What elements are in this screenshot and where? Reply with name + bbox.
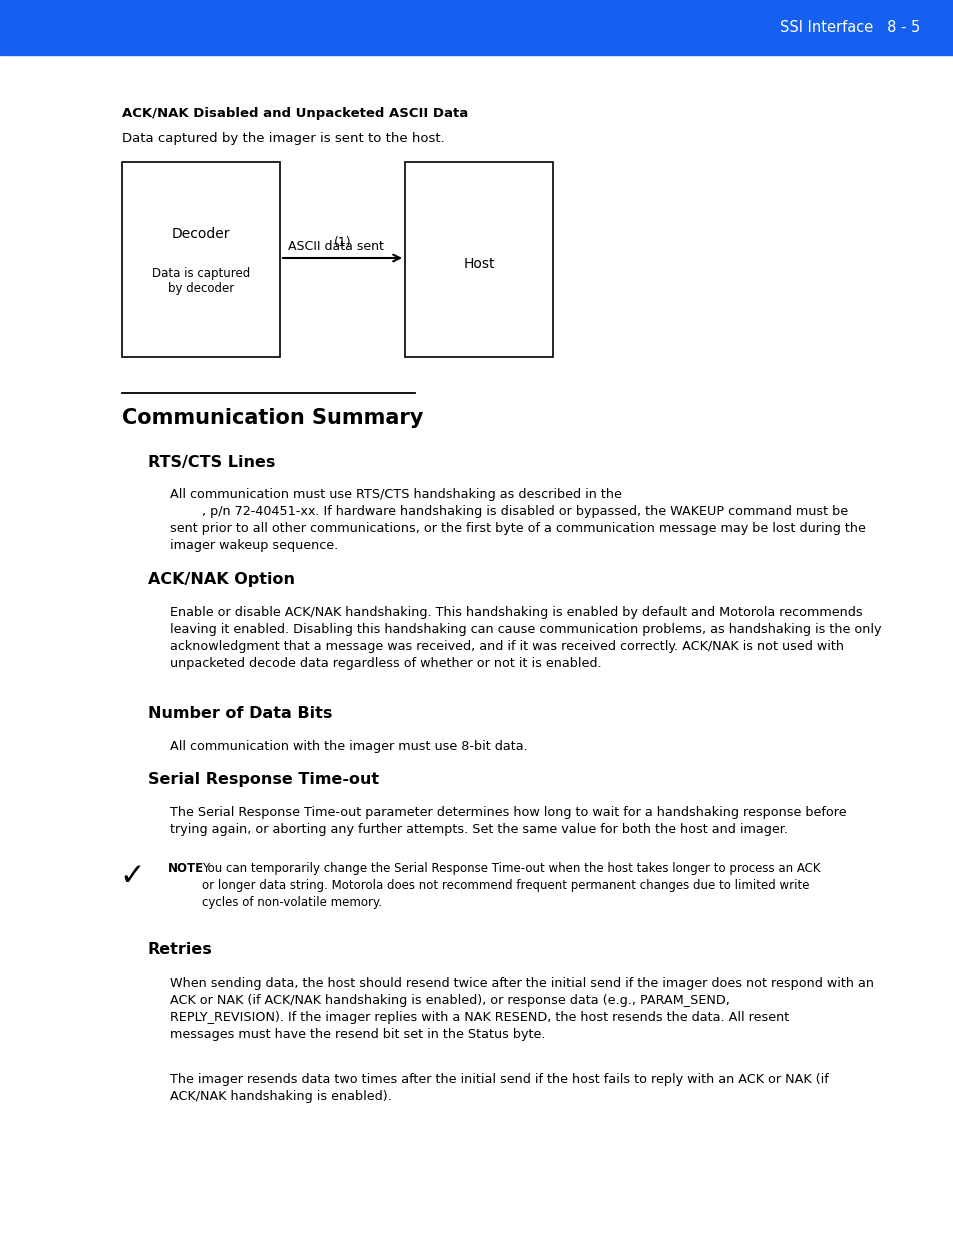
Text: ASCII data sent: ASCII data sent [288, 240, 383, 253]
Text: SSI Interface   8 - 5: SSI Interface 8 - 5 [779, 21, 919, 36]
Text: Enable or disable ACK/NAK handshaking. This handshaking is enabled by default an: Enable or disable ACK/NAK handshaking. T… [170, 606, 881, 671]
Text: Decoder: Decoder [172, 227, 230, 241]
Text: (1): (1) [334, 236, 351, 249]
Bar [405, 162, 553, 357]
Text: ACK/NAK Option: ACK/NAK Option [148, 572, 294, 587]
Bar [122, 162, 280, 357]
Text: Serial Response Time-out: Serial Response Time-out [148, 772, 378, 787]
Bar [0, 0, 953, 56]
Text: ACK/NAK Disabled and Unpacketed ASCII Data: ACK/NAK Disabled and Unpacketed ASCII Da… [122, 107, 468, 120]
Text: Number of Data Bits: Number of Data Bits [148, 706, 332, 721]
Text: Data is captured
by decoder: Data is captured by decoder [152, 267, 250, 295]
Text: The Serial Response Time-out parameter determines how long to wait for a handsha: The Serial Response Time-out parameter d… [170, 806, 845, 836]
Text: The imager resends data two times after the initial send if the host fails to re: The imager resends data two times after … [170, 1073, 828, 1103]
Text: You can temporarily change the Serial Response Time-out when the host takes long: You can temporarily change the Serial Re… [202, 862, 820, 909]
Text: Host: Host [463, 257, 495, 270]
Text: ✓: ✓ [119, 862, 145, 890]
Text: NOTE: NOTE [168, 862, 204, 876]
Text: Retries: Retries [148, 942, 213, 957]
Text: All communication must use RTS/CTS handshaking as described in the
        , p/n: All communication must use RTS/CTS hands… [170, 488, 865, 552]
Text: Data captured by the imager is sent to the host.: Data captured by the imager is sent to t… [122, 132, 444, 144]
Text: Communication Summary: Communication Summary [122, 408, 423, 429]
Text: All communication with the imager must use 8-bit data.: All communication with the imager must u… [170, 740, 527, 753]
Text: When sending data, the host should resend twice after the initial send if the im: When sending data, the host should resen… [170, 977, 873, 1041]
Text: RTS/CTS Lines: RTS/CTS Lines [148, 454, 275, 471]
